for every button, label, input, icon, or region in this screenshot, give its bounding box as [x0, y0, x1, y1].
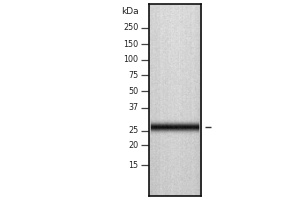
Text: kDa: kDa — [121, 7, 139, 16]
Text: 100: 100 — [124, 55, 139, 64]
Text: 15: 15 — [128, 161, 139, 170]
Text: 37: 37 — [128, 103, 139, 112]
Text: 250: 250 — [123, 23, 139, 32]
Text: 150: 150 — [124, 40, 139, 49]
Text: 50: 50 — [128, 87, 139, 96]
Text: 20: 20 — [128, 141, 139, 150]
Text: 25: 25 — [128, 126, 139, 135]
Text: 75: 75 — [128, 71, 139, 80]
